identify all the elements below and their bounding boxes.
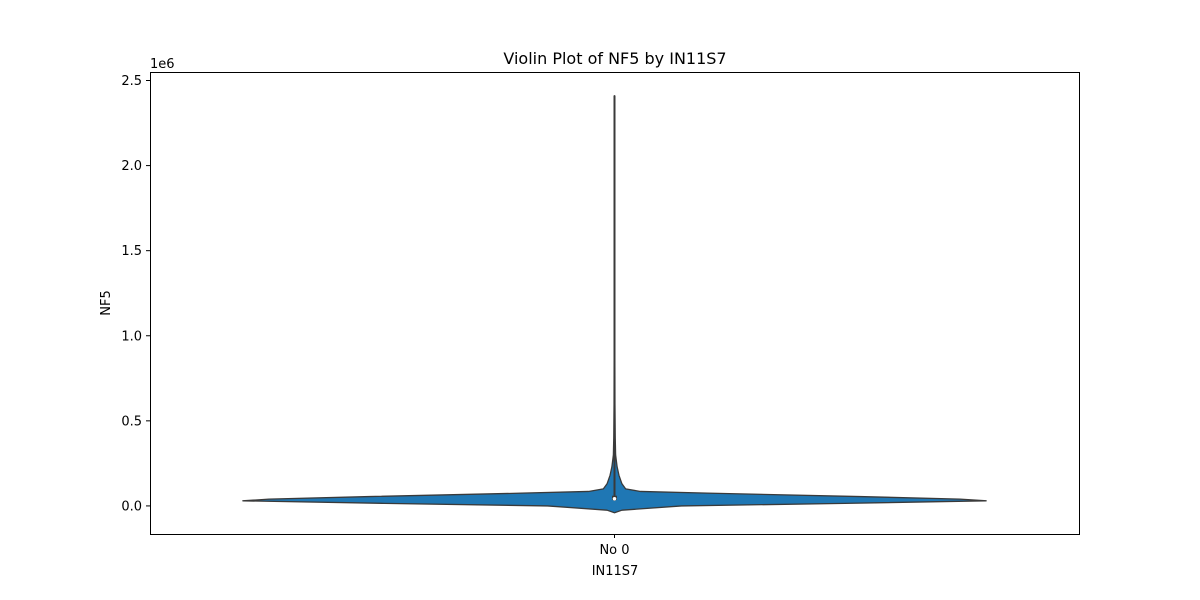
y-tick-label: 2.5 [121,74,142,89]
x-axis-label: IN11S7 [592,564,639,579]
y-tick-label: 0.0 [121,499,142,514]
plot-layer [242,95,987,514]
y-tick-label: 1.5 [121,244,142,259]
violin-median-marker [612,496,617,501]
y-tick-label: 0.5 [121,414,142,429]
y-tick-label: 1.0 [121,329,142,344]
y-axis-label: NF5 [99,290,114,315]
axis-layer: 0.0 0.5 1.0 1.5 2.0 2.5 No 0 [121,74,629,558]
chart-title: Violin Plot of NF5 by IN11S7 [503,49,726,68]
x-tick-label: No 0 [599,543,629,558]
y-tick-label: 2.0 [121,159,142,174]
y-axis-offset-label: 1e6 [150,57,175,72]
